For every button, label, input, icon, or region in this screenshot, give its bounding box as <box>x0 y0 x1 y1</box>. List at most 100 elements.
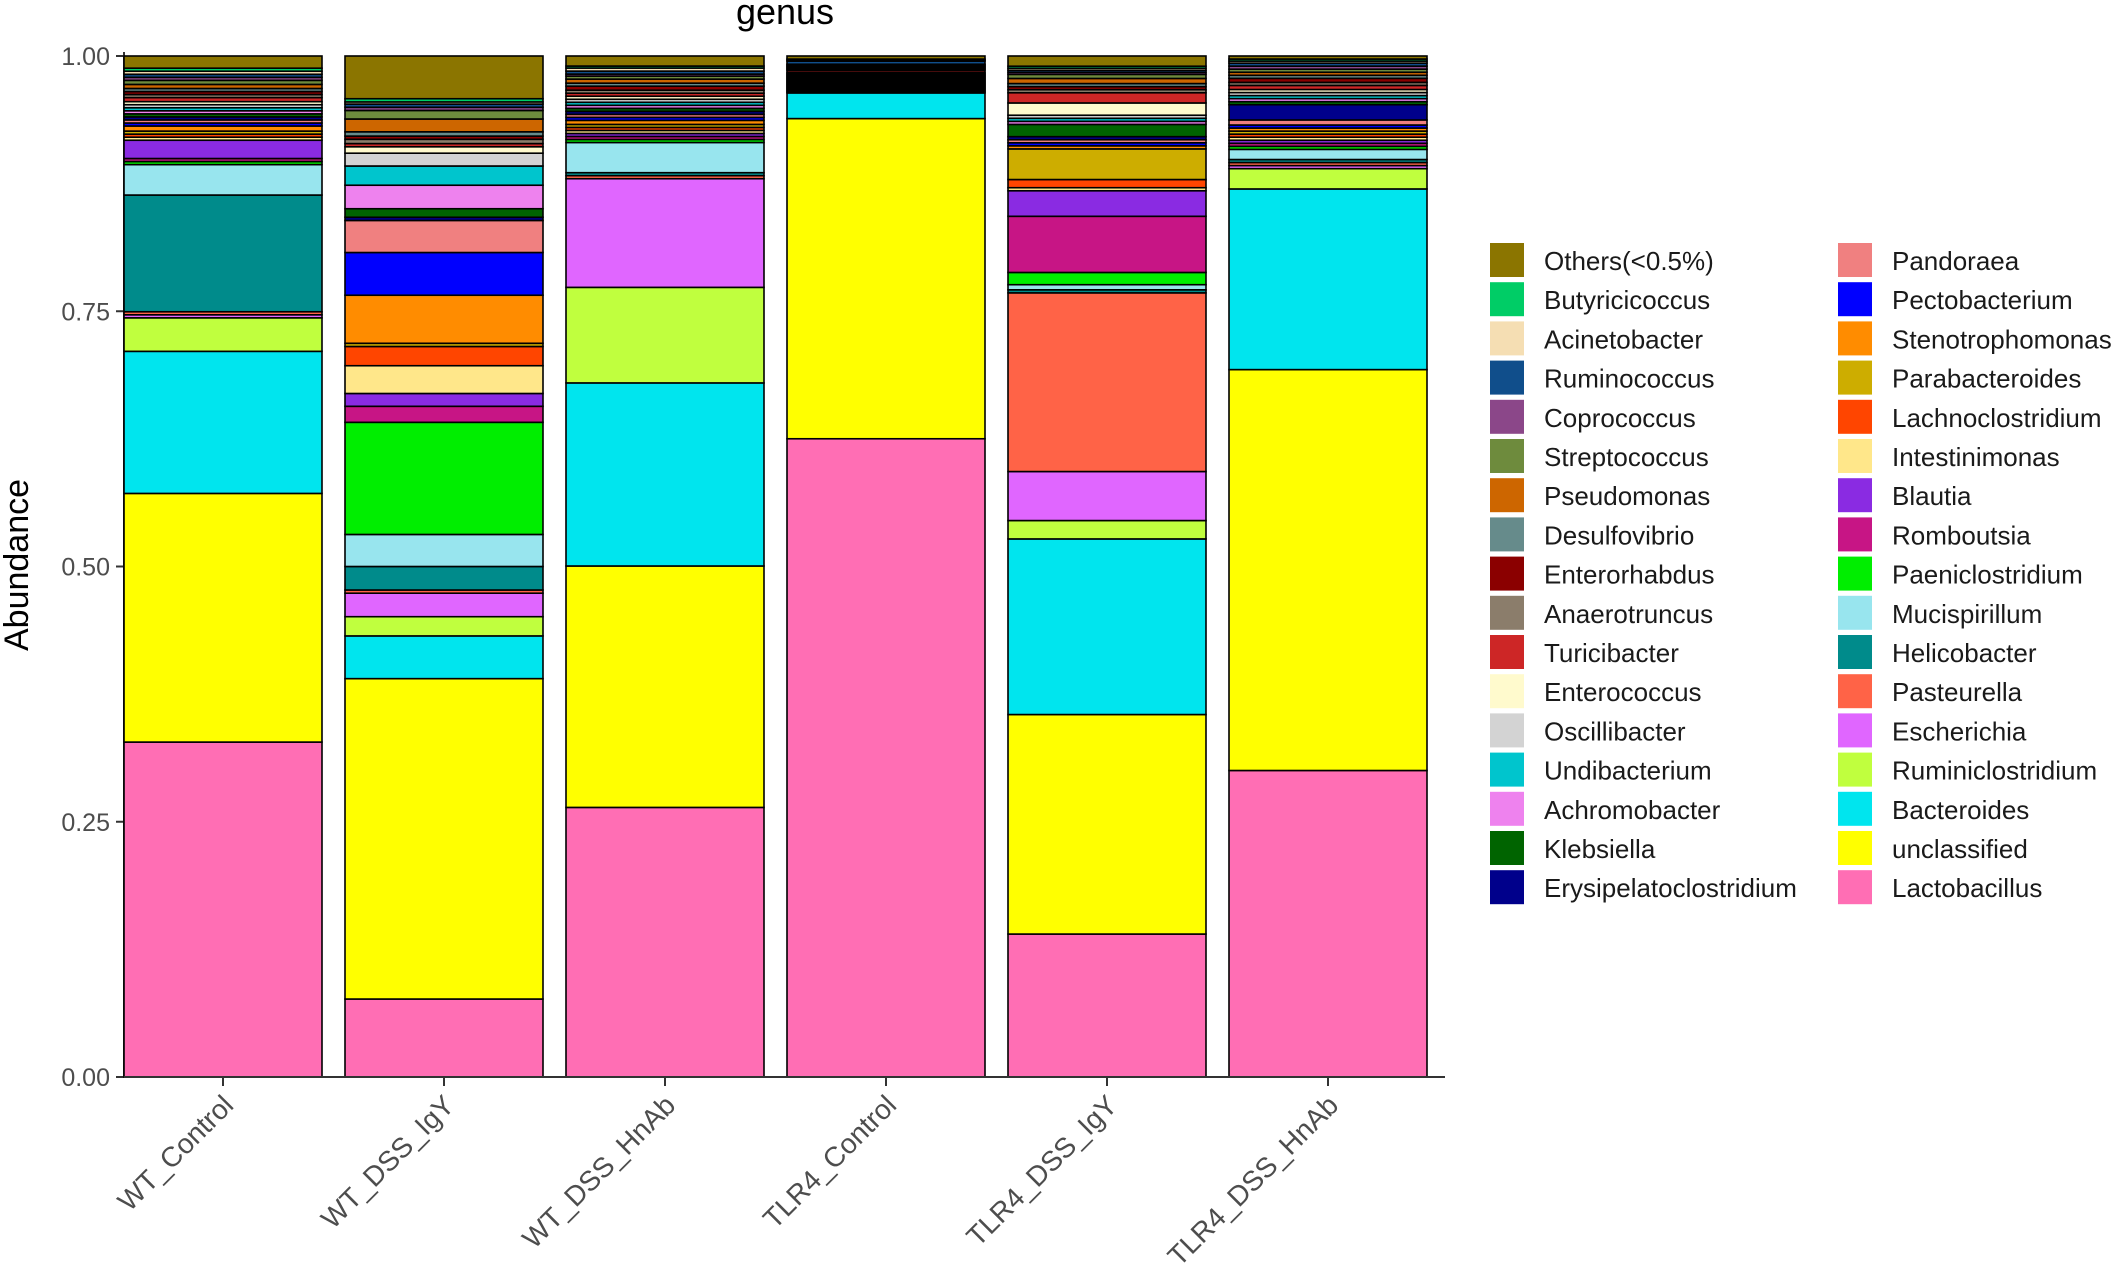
legend-label: Escherichia <box>1892 716 2027 746</box>
bar-segment-tlr4-control-bacteroides <box>786 92 986 120</box>
legend-swatch <box>1838 243 1872 277</box>
bar-segment-tlr4-dss-hnab-others-0-5 <box>1228 55 1428 60</box>
legend-item-enterorhabdus: Enterorhabdus <box>1490 556 1715 591</box>
bar-segment-wt-dss-igy-escherichia <box>344 592 544 618</box>
legend-swatch <box>1838 282 1872 317</box>
bar-segment-wt-dss-igy-ruminiclostridium <box>344 615 544 637</box>
legend-label: Lactobacillus <box>1892 873 2042 903</box>
bar-segment-wt-dss-hnab-lactobacillus <box>565 806 765 1078</box>
bar-segment-tlr4-dss-igy-parabacteroides <box>1007 148 1207 181</box>
bar-segment-wt-control-blautia <box>123 139 323 160</box>
bar-segment-wt-dss-igy-lactobacillus <box>344 998 544 1078</box>
legend-swatch <box>1838 870 1872 905</box>
legend-swatch <box>1490 282 1524 317</box>
legend-swatch <box>1490 713 1524 748</box>
bar-segment-tlr4-dss-hnab-lactobacillus <box>1228 769 1428 1078</box>
bar-column-wt-dss-igy <box>344 55 544 1078</box>
bar-segment-tlr4-dss-igy-bacteroides <box>1007 538 1207 716</box>
legend-item-achromobacter: Achromobacter <box>1490 791 1721 826</box>
bar-segment-tlr4-control-others-0-5 <box>786 55 986 60</box>
bar-segment-wt-dss-igy-unclassified <box>344 677 544 1000</box>
legend-item-escherichia: Escherichia <box>1838 713 2027 748</box>
legend-item-pasteurella: Pasteurella <box>1838 674 2023 709</box>
legend-swatch <box>1838 478 1872 513</box>
legend-item-erysipelatoclostridium: Erysipelatoclostridium <box>1490 870 1797 905</box>
legend-swatch <box>1490 321 1524 356</box>
bar-segment-wt-dss-igy-others-0-5 <box>344 55 544 100</box>
legend-item-ruminiclostridium: Ruminiclostridium <box>1838 752 2097 787</box>
legend-swatch <box>1838 635 1872 669</box>
bar-segment-wt-dss-igy-streptococcus <box>344 109 544 120</box>
legend-swatch <box>1490 517 1524 552</box>
legend-label: Achromobacter <box>1544 795 1721 825</box>
legend-item-turicibacter: Turicibacter <box>1490 635 1679 669</box>
legend-label: Blautia <box>1892 481 1972 511</box>
legend-swatch <box>1490 870 1524 905</box>
legend-item-parabacteroides: Parabacteroides <box>1838 360 2081 395</box>
legend-label: Butyricicoccus <box>1544 285 1710 315</box>
legend-item-others-0-5: Others(<0.5%) <box>1490 243 1714 277</box>
legend-swatch <box>1838 831 1872 865</box>
legend-item-klebsiella: Klebsiella <box>1490 831 1656 865</box>
legend-swatch <box>1490 478 1524 513</box>
legend-item-intestinimonas: Intestinimonas <box>1838 439 2060 473</box>
legend-swatch <box>1838 791 1872 826</box>
legend-label: Pandoraea <box>1892 246 2020 276</box>
legend-swatch <box>1490 752 1524 787</box>
y-tick-label: 0.25 <box>61 809 110 837</box>
x-axis: WT_Control WT_DSS_IgY WT_DSS_HnAb TLR4_Cont… <box>112 1076 1445 1272</box>
y-tick-label: 1.00 <box>61 43 110 71</box>
bar-segment-tlr4-dss-igy-unclassified <box>1007 713 1207 935</box>
bar-segment-wt-control-ruminiclostridium <box>123 317 323 353</box>
bar-segment-wt-dss-igy-romboutsia <box>344 405 544 424</box>
legend-item-coprococcus: Coprococcus <box>1490 399 1696 434</box>
bar-segment-wt-dss-igy-intestinimonas <box>344 364 544 395</box>
legend-label: Pectobacterium <box>1892 285 2073 315</box>
legend-swatch <box>1838 439 1872 473</box>
x-tick-label: WT_DSS_IgY <box>315 1089 460 1234</box>
bar-segment-tlr4-dss-igy-pasteurella <box>1007 292 1207 473</box>
legend-label: unclassified <box>1892 834 2028 864</box>
legend-swatch <box>1490 791 1524 826</box>
y-tick-label: 0.75 <box>61 298 110 326</box>
bar-segment-wt-dss-igy-pandoraea <box>344 219 544 254</box>
legend-swatch <box>1838 674 1872 709</box>
legend-item-blautia: Blautia <box>1838 478 1972 513</box>
y-axis: 0.00 0.25 0.50 0.75 1.00 <box>61 43 125 1092</box>
legend-swatch <box>1838 556 1872 591</box>
bar-segment-wt-dss-hnab-others-0-5 <box>565 55 765 67</box>
legend-label: Anaerotruncus <box>1544 599 1713 629</box>
y-tick-label: 0.00 <box>61 1064 110 1092</box>
legend-label: Enterorhabdus <box>1544 560 1715 590</box>
legend-swatch <box>1490 439 1524 473</box>
legend-swatch <box>1490 243 1524 277</box>
legend-label: Intestinimonas <box>1892 442 2060 472</box>
legend-item-pseudomonas: Pseudomonas <box>1490 478 1710 513</box>
bar-segment-tlr4-dss-igy-lactobacillus <box>1007 933 1207 1078</box>
bar-segment-tlr4-dss-igy-romboutsia <box>1007 215 1207 274</box>
bar-segment-wt-dss-igy-blautia <box>344 392 544 408</box>
legend-item-ruminococcus: Ruminococcus <box>1490 360 1715 395</box>
legend-label: Acinetobacter <box>1544 324 1703 354</box>
bar-segment-tlr4-dss-hnab-mucispirillum <box>1228 148 1428 161</box>
bar-segment-wt-dss-igy-bacteroides <box>344 635 544 680</box>
legend-item-lactobacillus: Lactobacillus <box>1838 870 2042 905</box>
legend-label: Undibacterium <box>1544 756 1712 786</box>
legend-item-bacteroides: Bacteroides <box>1838 791 2029 826</box>
legend-item-pectobacterium: Pectobacterium <box>1838 282 2073 317</box>
legend-label: Pasteurella <box>1892 677 2023 707</box>
bar-segment-wt-dss-igy-helicobacter <box>344 565 544 591</box>
x-tick-label: TLR4_DSS_IgY <box>960 1089 1123 1252</box>
chart-title: genus <box>736 0 834 32</box>
legend-item-paeniclostridium: Paeniclostridium <box>1838 556 2083 591</box>
legend-swatch <box>1490 674 1524 709</box>
bar-column-tlr4-dss-hnab <box>1228 55 1428 1078</box>
bar-segment-wt-control-helicobacter <box>123 194 323 313</box>
bar-segment-tlr4-dss-hnab-erysipelatoclostridium <box>1228 103 1428 121</box>
bar-segment-wt-dss-hnab-ruminiclostridium <box>565 286 765 384</box>
bar-segment-wt-dss-igy-undibacterium <box>344 165 544 187</box>
legend-swatch <box>1838 752 1872 787</box>
legend-label: Helicobacter <box>1892 638 2037 668</box>
bar-segment-wt-control-others-0-5 <box>123 55 323 69</box>
